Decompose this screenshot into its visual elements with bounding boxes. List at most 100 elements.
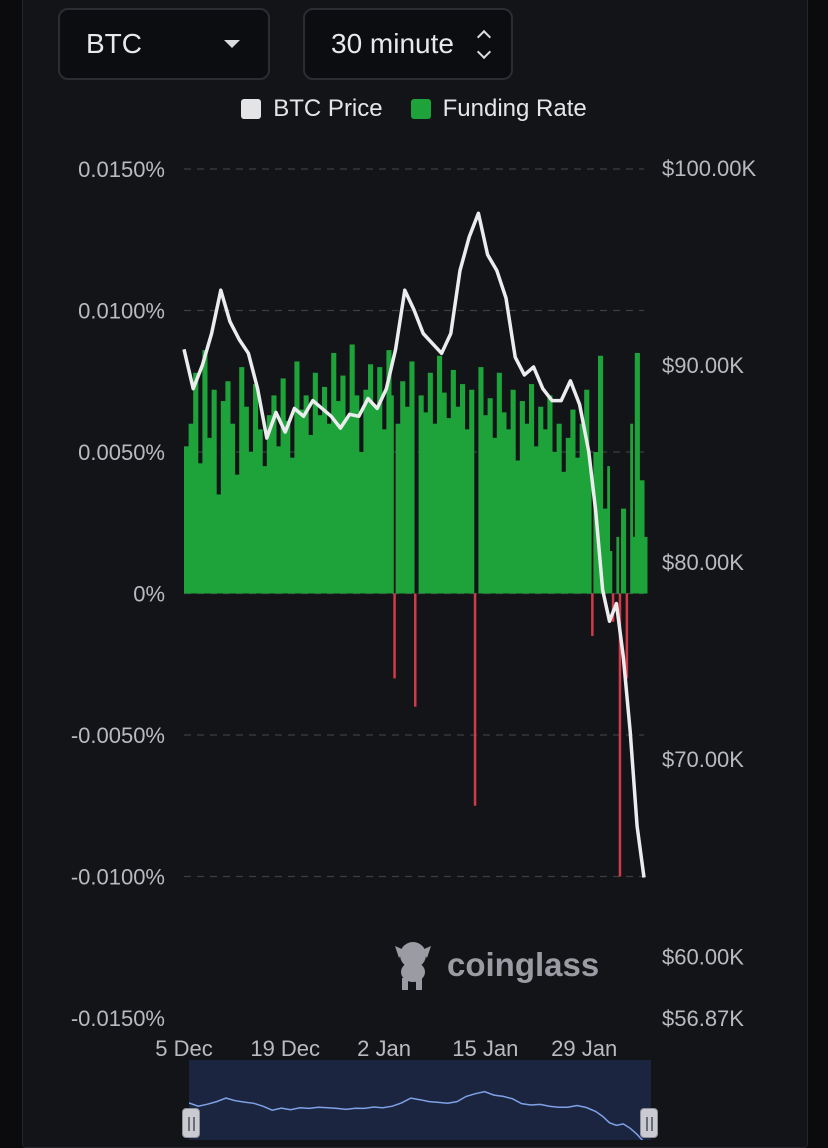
funding-bar bbox=[506, 429, 512, 594]
y-right-tick-label: $90.00K bbox=[662, 353, 744, 378]
funding-bar bbox=[621, 508, 627, 594]
y-right-tick-label: $100.00K bbox=[662, 156, 757, 181]
y-axis-right: $100.00K $90.00K $80.00K $70.00K $60.00K $56.… bbox=[662, 156, 757, 1031]
funding-bar bbox=[377, 367, 383, 594]
funding-bar bbox=[234, 474, 240, 594]
funding-bar bbox=[547, 395, 553, 594]
funding-bar bbox=[393, 593, 396, 679]
funding-bar bbox=[381, 429, 387, 594]
navigator-right-handle[interactable] bbox=[640, 1108, 658, 1138]
funding-bar bbox=[446, 418, 452, 594]
funding-bar bbox=[188, 423, 194, 594]
funding-bar bbox=[299, 409, 305, 594]
funding-rate-bars bbox=[184, 344, 648, 877]
funding-bar bbox=[464, 429, 470, 594]
funding-bar bbox=[368, 364, 374, 594]
funding-bar bbox=[437, 355, 443, 594]
funding-bar bbox=[193, 372, 199, 594]
x-tick-label: 29 Jan bbox=[551, 1036, 617, 1061]
y-left-tick-label: 0.0150% bbox=[78, 157, 165, 182]
funding-bar bbox=[565, 437, 571, 594]
funding-bar bbox=[340, 375, 346, 594]
funding-bar bbox=[409, 361, 415, 594]
funding-bar bbox=[197, 463, 203, 594]
funding-bar bbox=[363, 389, 369, 594]
funding-bar bbox=[312, 372, 318, 594]
funding-bar bbox=[404, 406, 410, 594]
navigator-mini-chart bbox=[188, 1090, 652, 1148]
funding-bar bbox=[584, 389, 590, 594]
funding-bar bbox=[386, 350, 392, 594]
x-axis: 5 Dec 19 Dec 2 Jan 15 Jan 29 Jan bbox=[155, 1036, 617, 1061]
funding-bar bbox=[492, 437, 498, 594]
funding-bar bbox=[418, 395, 424, 594]
x-tick-label: 2 Jan bbox=[357, 1036, 411, 1061]
funding-bar bbox=[303, 395, 309, 594]
funding-bar bbox=[598, 355, 604, 594]
interval-select[interactable]: 30 minute bbox=[303, 8, 513, 80]
funding-bar bbox=[529, 384, 535, 594]
y-right-tick-label: $80.00K bbox=[662, 550, 744, 575]
funding-bar bbox=[243, 406, 249, 594]
funding-bar bbox=[427, 372, 433, 594]
legend-item-funding[interactable]: Funding Rate bbox=[410, 95, 587, 123]
funding-bar bbox=[602, 508, 608, 594]
funding-bar bbox=[400, 381, 406, 594]
funding-bar bbox=[515, 460, 521, 594]
funding-bar bbox=[639, 480, 645, 594]
funding-bar bbox=[616, 536, 620, 594]
funding-bar bbox=[294, 361, 300, 594]
funding-bar bbox=[483, 415, 489, 594]
funding-bar bbox=[285, 420, 291, 594]
funding-bar bbox=[501, 412, 507, 594]
legend-item-price[interactable]: BTC Price bbox=[241, 95, 383, 123]
coin-select[interactable]: BTC bbox=[58, 8, 270, 80]
funding-bar bbox=[609, 551, 613, 594]
x-tick-label: 15 Jan bbox=[452, 1036, 518, 1061]
funding-bar bbox=[345, 418, 351, 594]
funding-bar bbox=[556, 423, 562, 594]
funding-bar bbox=[570, 409, 576, 594]
funding-bar bbox=[414, 593, 417, 707]
funding-bar bbox=[211, 389, 217, 594]
funding-bar bbox=[391, 395, 394, 594]
funding-bar bbox=[331, 352, 337, 594]
chevron-down-icon bbox=[224, 40, 240, 48]
funding-bar bbox=[473, 593, 477, 806]
funding-bar bbox=[450, 369, 456, 594]
chart-legend: BTC Price Funding Rate bbox=[0, 95, 828, 123]
funding-bar bbox=[579, 423, 585, 594]
funding-bar bbox=[225, 381, 231, 594]
coinglass-logo: coinglass bbox=[395, 942, 599, 990]
funding-bar bbox=[487, 398, 493, 594]
funding-bar bbox=[561, 471, 567, 594]
funding-bar bbox=[607, 466, 610, 594]
funding-bar bbox=[455, 406, 461, 594]
funding-bar bbox=[308, 435, 314, 594]
funding-bar bbox=[618, 593, 622, 877]
funding-bar bbox=[262, 466, 268, 594]
price-line bbox=[182, 211, 646, 878]
funding-bar bbox=[519, 401, 525, 594]
coinglass-icon bbox=[395, 942, 431, 990]
y-left-tick-label: 0.0050% bbox=[78, 440, 165, 465]
funding-bar bbox=[496, 372, 502, 594]
funding-bar bbox=[588, 466, 592, 594]
funding-bar bbox=[533, 446, 539, 594]
funding-bar bbox=[326, 423, 332, 594]
funding-bar bbox=[317, 415, 323, 594]
y-right-tick-label: $60.00K bbox=[662, 944, 744, 969]
funding-bar bbox=[460, 384, 466, 594]
funding-bar bbox=[239, 367, 245, 594]
range-navigator[interactable] bbox=[188, 1060, 652, 1148]
funding-bar bbox=[289, 457, 295, 594]
funding-bar bbox=[248, 452, 254, 594]
funding-bar bbox=[591, 593, 594, 636]
funding-bar bbox=[280, 378, 286, 594]
funding-bar bbox=[230, 423, 236, 594]
legend-label-funding: Funding Rate bbox=[442, 95, 587, 122]
funding-bar bbox=[441, 392, 447, 594]
funding-bar bbox=[432, 423, 438, 594]
funding-bar bbox=[478, 367, 484, 594]
